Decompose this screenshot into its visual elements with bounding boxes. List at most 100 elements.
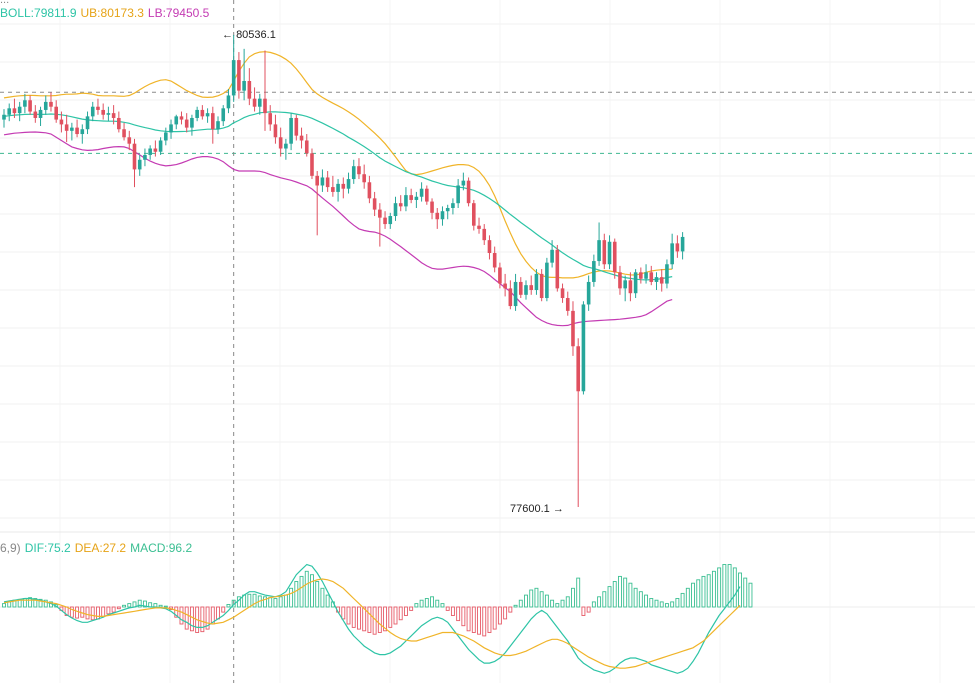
candle-body xyxy=(388,216,393,225)
candle-body xyxy=(550,249,554,263)
macd-histogram-bar xyxy=(320,587,325,608)
macd-histogram-bar xyxy=(466,606,471,632)
ub-value: UB:80173.3 xyxy=(80,6,144,20)
candle-body xyxy=(341,183,346,189)
candle-body xyxy=(675,243,680,252)
macd-histogram-bar xyxy=(477,606,481,635)
macd-histogram-bar xyxy=(748,582,753,608)
macd-histogram-bar xyxy=(586,606,591,613)
macd-histogram-bar xyxy=(659,601,664,608)
candle-body xyxy=(659,277,664,284)
macd-histogram-bar xyxy=(106,606,111,615)
macd-histogram-bar xyxy=(482,606,487,637)
macd-histogram-bar xyxy=(722,564,727,608)
candle-body xyxy=(49,101,53,107)
candle-body xyxy=(325,177,330,188)
macd-histogram-bar xyxy=(633,587,638,608)
candle-body xyxy=(231,60,236,96)
macd-histogram-bar xyxy=(602,591,607,608)
macd-histogram-bar xyxy=(28,597,33,608)
candle-body xyxy=(398,203,403,207)
candle-body xyxy=(451,203,455,208)
macd-histogram-bar xyxy=(283,594,288,608)
candle-body xyxy=(670,243,674,265)
macd-histogram-bar xyxy=(544,594,549,608)
candle-body xyxy=(367,182,372,199)
candle-body xyxy=(320,177,325,186)
header-partial-text: ... xyxy=(0,0,10,6)
candle-body xyxy=(419,188,424,197)
candle-body xyxy=(33,111,38,118)
candle-body xyxy=(581,304,586,392)
macd-histogram-bar xyxy=(680,592,685,608)
macd-histogram-bar xyxy=(706,574,711,608)
candle-body xyxy=(607,241,612,265)
dea-value: DEA:27.2 xyxy=(74,541,127,555)
macd-histogram-bar xyxy=(711,570,716,608)
macd-histogram-bar xyxy=(430,596,434,608)
macd-histogram-bar xyxy=(85,606,90,620)
macd-histogram-bar xyxy=(351,606,356,628)
macd-histogram-bar xyxy=(534,587,539,608)
macd-histogram-bar xyxy=(623,577,628,608)
candle-body xyxy=(534,273,539,290)
macd-histogram-bar xyxy=(357,606,361,630)
candle-body xyxy=(628,280,633,294)
candle-body xyxy=(404,195,408,207)
macd-histogram-bar xyxy=(325,594,330,608)
macd-histogram-bar xyxy=(383,606,388,632)
macd-histogram-bar xyxy=(43,599,48,608)
candle-body xyxy=(560,288,565,299)
macd-histogram-bar xyxy=(664,603,669,608)
candle-body xyxy=(539,273,544,299)
candle-body xyxy=(205,113,210,117)
candle-body xyxy=(602,240,607,265)
candle-body xyxy=(70,127,74,131)
macd-value: MACD:96.2 xyxy=(130,541,193,555)
macd-dea-line xyxy=(3,578,741,669)
macd-histogram-bar xyxy=(304,570,309,608)
candle-body xyxy=(654,277,659,282)
boll-upper-line xyxy=(3,51,673,279)
candle-body xyxy=(492,253,497,268)
candle-body xyxy=(518,281,523,295)
candle-body xyxy=(498,267,502,284)
macd-histogram-bar xyxy=(612,581,617,608)
macd-dif-line xyxy=(3,563,741,674)
macd-histogram-bar xyxy=(524,594,528,608)
candle-body xyxy=(571,310,575,347)
candle-body xyxy=(284,143,288,149)
macd-histogram-bar xyxy=(268,597,273,608)
candle-body xyxy=(576,346,580,392)
candle-body xyxy=(247,80,252,99)
candle-body xyxy=(304,140,309,154)
candle-body xyxy=(294,117,299,136)
macd-histogram-bar xyxy=(717,567,722,608)
macd-histogram-bar xyxy=(571,587,575,608)
candle-body xyxy=(263,98,267,114)
candle-body xyxy=(299,135,304,141)
macd-histogram-bar xyxy=(607,586,612,608)
macd-histogram-bar xyxy=(315,581,320,608)
macd-histogram-bar xyxy=(461,606,466,627)
macd-histogram-bar xyxy=(654,599,659,608)
macd-histogram-bar xyxy=(75,606,80,619)
candle-body xyxy=(179,116,184,120)
macd-histogram-bar xyxy=(163,605,168,608)
candle-body xyxy=(90,106,95,117)
macd-histogram-bar xyxy=(732,567,737,608)
candle-body xyxy=(623,280,627,289)
candle-body xyxy=(132,143,137,170)
candle-body xyxy=(456,185,460,204)
macd-legend: 6,9) DIF:75.2 DEA:27.2 MACD:96.2 xyxy=(0,541,196,555)
macd-histogram-bar xyxy=(696,579,701,608)
candle-body xyxy=(278,137,283,149)
candle-body xyxy=(28,100,32,112)
candle-body xyxy=(633,272,638,294)
candle-body xyxy=(680,236,685,252)
candle-body xyxy=(524,285,528,295)
candle-body xyxy=(111,113,116,118)
macd-histogram-bar xyxy=(362,606,367,632)
